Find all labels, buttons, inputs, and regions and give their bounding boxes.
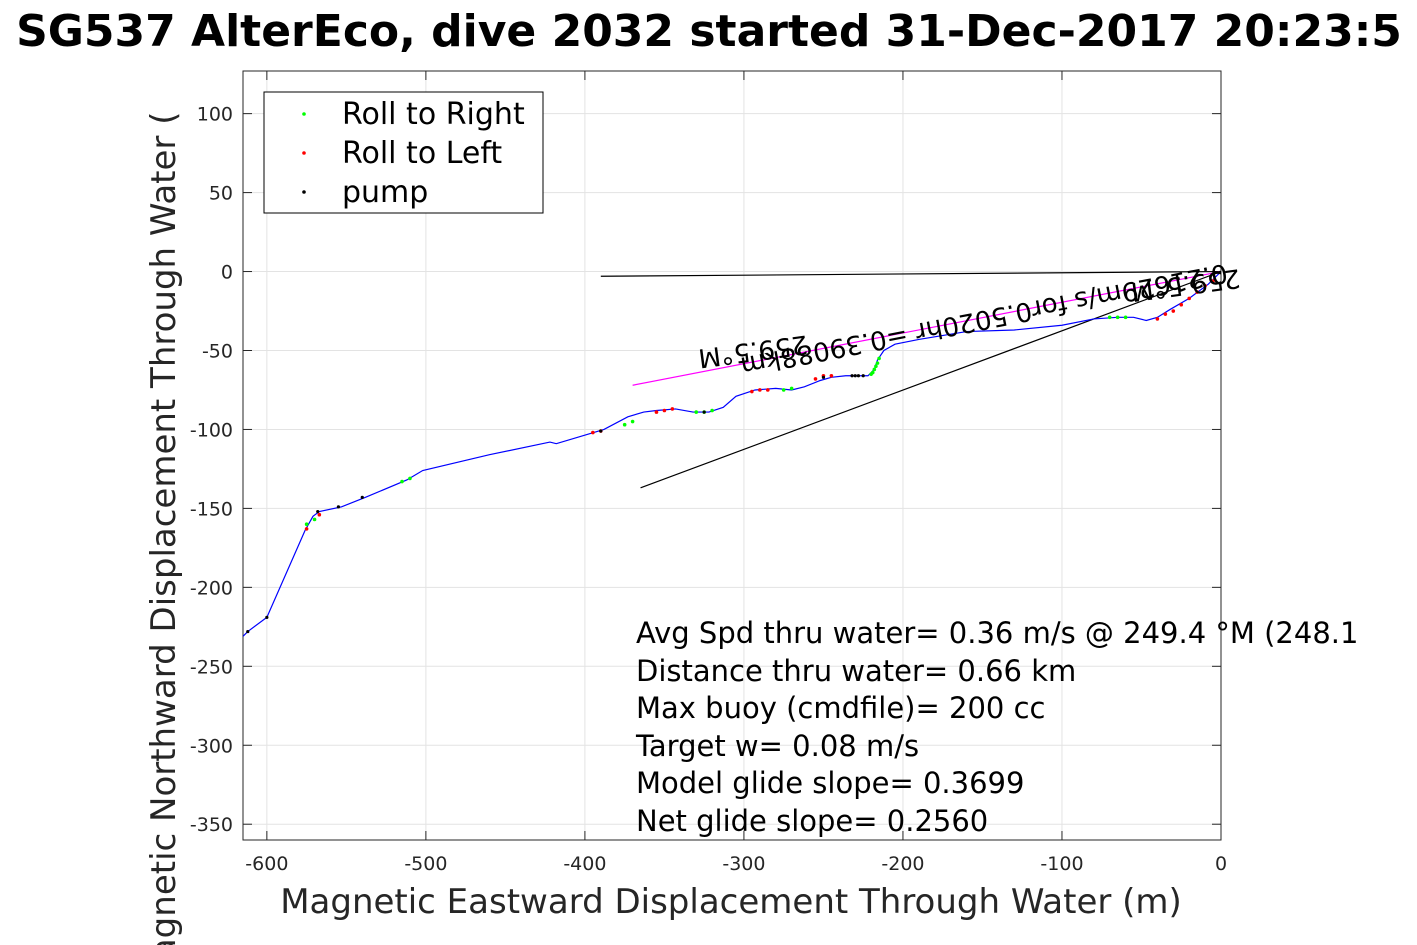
reference-line-1	[640, 270, 1221, 489]
roll-left-point	[317, 512, 322, 517]
roll-left-point	[1211, 279, 1215, 283]
legend: Roll to Right Roll to Left pump	[263, 91, 544, 214]
legend-marker-pump	[302, 190, 306, 194]
roll-right-point	[875, 361, 880, 365]
roll-left-point	[758, 388, 762, 392]
y-tick-label: -100	[190, 419, 233, 441]
y-tick-label: -50	[202, 340, 233, 362]
y-tick-label: -350	[190, 814, 233, 836]
legend-label-pump: pump	[342, 175, 428, 210]
annotation-net-glide: Net glide slope= 0.2560	[636, 804, 988, 838]
annotation-max-buoy: Max buoy (cmdfile)= 200 cc	[636, 691, 1045, 725]
pump-point	[336, 505, 341, 509]
x-tick-label: -400	[563, 853, 606, 875]
roll-right-point	[400, 479, 404, 484]
y-tick-label: 100	[197, 104, 233, 126]
legend-marker-roll-left	[302, 151, 306, 155]
roll-right-point	[877, 356, 881, 361]
pump-point	[246, 629, 250, 634]
reference-line-2	[632, 270, 1221, 386]
roll-left-point	[1187, 296, 1191, 301]
y-tick-label: -250	[190, 656, 233, 678]
reference-lines	[600, 270, 1221, 489]
roll-left-point	[591, 430, 595, 435]
x-tick-label: -200	[881, 853, 924, 875]
roll-right-point	[1107, 315, 1112, 320]
roll-left-point	[765, 388, 770, 392]
roll-left-point	[1195, 290, 1199, 294]
roll-right-point	[622, 422, 627, 427]
roll-left-point	[829, 373, 834, 378]
roll-right-point	[874, 364, 878, 369]
roll-left-point	[1163, 312, 1168, 316]
roll-left-point	[670, 407, 675, 411]
y-tick-label: 0	[221, 262, 233, 284]
roll-left-point	[654, 410, 659, 414]
roll-left-point	[304, 527, 309, 531]
chart-title: SG537 AlterEco, dive 2032 started 31-Dec…	[16, 6, 1402, 57]
roll-right-point	[630, 419, 635, 424]
x-tick-label: -300	[722, 853, 765, 875]
roll-left-point	[750, 389, 754, 394]
roll-left-point	[1179, 302, 1184, 307]
pump-point	[1218, 270, 1221, 274]
roll-right-point	[304, 522, 309, 526]
pump-point	[316, 509, 320, 514]
roll-left-point	[662, 408, 667, 413]
roll-left-point	[813, 377, 818, 381]
legend-label-roll-left: Roll to Left	[342, 136, 502, 171]
pump-point	[853, 374, 857, 378]
y-tick-label: -300	[190, 735, 233, 757]
legend-label-roll-right: Roll to Right	[342, 97, 525, 132]
roll-right-point	[869, 372, 873, 376]
x-tick-label: -100	[1040, 853, 1083, 875]
pump-point	[821, 375, 826, 379]
roll-right-point	[872, 367, 877, 372]
x-tick-label: 0	[1215, 853, 1227, 875]
annotation-model-glide: Model glide slope= 0.3699	[636, 766, 1024, 800]
legend-box	[263, 91, 544, 214]
x-tick-label: -500	[404, 853, 447, 875]
pump-point	[265, 615, 269, 619]
annotation-distance: Distance thru water= 0.66 km	[636, 654, 1076, 688]
roll-right-point	[710, 408, 714, 413]
marker-series	[246, 270, 1221, 634]
roll-left-point	[1171, 309, 1176, 313]
pump-point	[702, 410, 706, 414]
plot-frame	[242, 70, 1222, 841]
y-tick-label: -150	[190, 498, 233, 520]
roll-right-point	[1115, 315, 1120, 320]
roll-left-point	[1155, 317, 1160, 321]
roll-right-point	[312, 517, 317, 522]
pump-point	[861, 374, 865, 378]
y-tick-label: -200	[190, 577, 233, 599]
y-axis-label: Magnetic Northward Displacement Through …	[144, 112, 184, 945]
x-axis-label: Magnetic Eastward Displacement Through W…	[280, 882, 1182, 922]
y-axis-ticks: 100 50 0 -50 -100 -150 -200 -250 -300 -350	[190, 104, 1221, 836]
pump-point	[850, 374, 854, 378]
roll-right-point	[1123, 315, 1128, 320]
reference-line-0	[600, 270, 1221, 277]
x-tick-label: -600	[245, 853, 288, 875]
roll-right-point	[789, 386, 794, 391]
pump-point	[856, 374, 861, 378]
annotation-target-w: Target w= 0.08 m/s	[635, 729, 919, 763]
pump-point	[360, 495, 364, 499]
annotation-avg-speed: Avg Spd thru water= 0.36 m/s @ 249.4 °M …	[636, 616, 1358, 650]
roll-right-point	[781, 388, 786, 392]
roll-right-point	[694, 410, 699, 414]
y-tick-label: 50	[209, 183, 233, 205]
roll-right-point	[408, 476, 412, 481]
x-axis-ticks: -600 -500 -400 -300 -200 -100 0	[245, 71, 1227, 875]
stats-annotations: Avg Spd thru water= 0.36 m/s @ 249.4 °M …	[635, 616, 1358, 838]
pump-point	[599, 429, 603, 433]
legend-marker-roll-right	[302, 112, 306, 116]
roll-left-point	[1203, 283, 1207, 288]
